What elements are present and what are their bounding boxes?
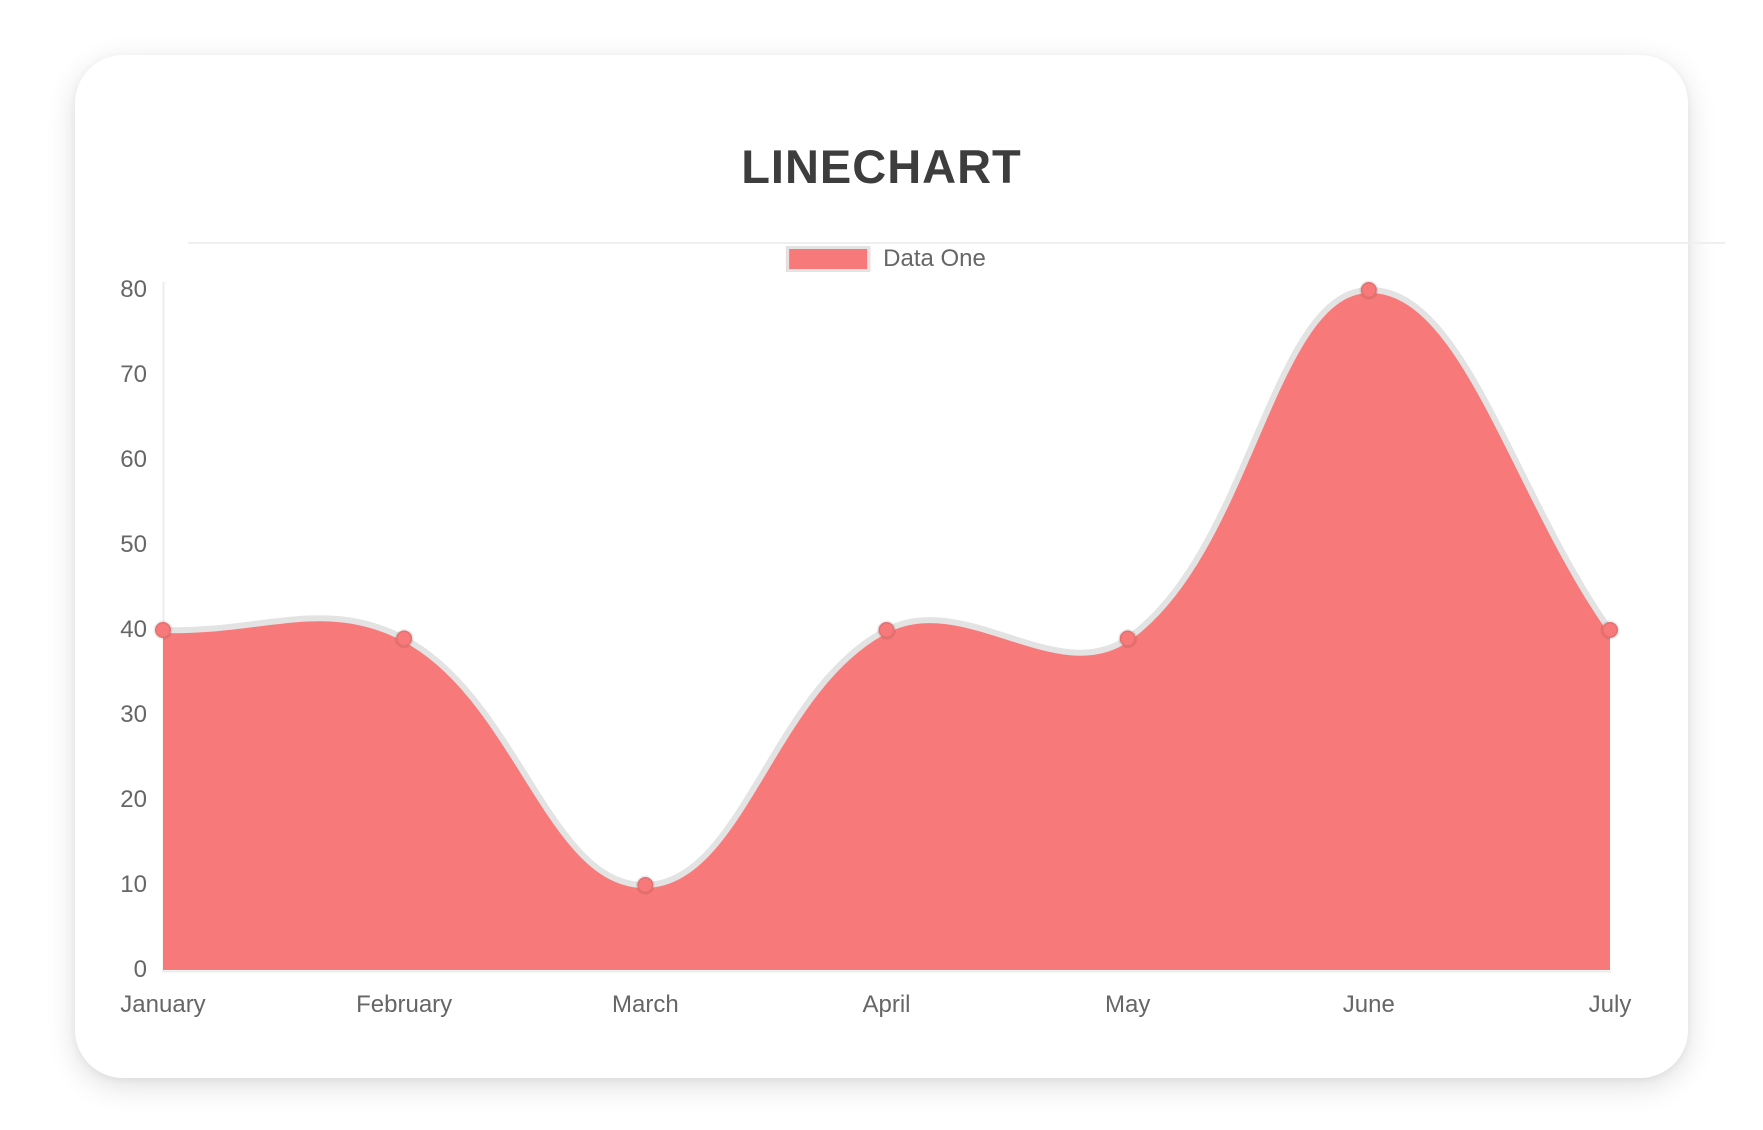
y-tick-label-80: 80 — [120, 276, 147, 303]
x-tick-label-july: July — [1588, 991, 1632, 1018]
legend-item-data-one[interactable]: Data One — [786, 246, 986, 272]
chart-title: LINECHART — [741, 140, 1022, 193]
y-tick-label-30: 30 — [120, 701, 147, 728]
x-tick-label-february: February — [356, 991, 453, 1018]
x-tick-label-march: March — [611, 991, 679, 1018]
x-tick-label-january: January — [120, 991, 206, 1018]
y-tick-label-40: 40 — [120, 616, 147, 643]
title-divider — [188, 242, 1725, 244]
y-tick-label-50: 50 — [120, 531, 147, 558]
data-point-june[interactable] — [1359, 280, 1379, 300]
data-point-april[interactable] — [877, 620, 896, 640]
x-tick-label-may: May — [1104, 991, 1151, 1018]
line-path — [160, 286, 1613, 889]
y-tick-label-10: 10 — [120, 871, 147, 898]
data-point-july[interactable] — [1600, 620, 1620, 640]
x-tick-label-april: April — [862, 991, 911, 1018]
legend-label: Data One — [883, 245, 986, 272]
y-tick-label-20: 20 — [120, 786, 147, 813]
data-point-february[interactable] — [394, 629, 414, 648]
x-tick-label-june: June — [1342, 991, 1395, 1018]
y-tick-label-60: 60 — [120, 446, 147, 473]
data-point-january[interactable] — [153, 620, 173, 640]
y-tick-label-70: 70 — [120, 361, 147, 388]
data-point-may[interactable] — [1118, 629, 1138, 648]
y-tick-label-0: 0 — [133, 956, 147, 983]
legend-color-swatch — [786, 246, 871, 272]
data-point-march[interactable] — [635, 875, 655, 895]
